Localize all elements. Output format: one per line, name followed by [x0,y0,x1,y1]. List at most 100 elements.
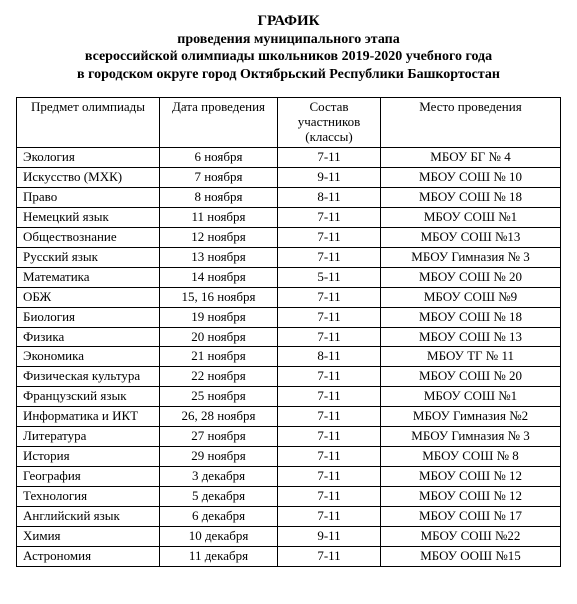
table-row: Физическая культура22 ноября7-11МБОУ СОШ… [17,367,561,387]
cell-grades: 9-11 [278,526,381,546]
cell-grades: 7-11 [278,506,381,526]
cell-date: 15, 16 ноября [160,287,278,307]
cell-date: 11 ноября [160,207,278,227]
title-line-4: в городском округе город Октябрьский Рес… [16,66,561,84]
cell-grades: 7-11 [278,307,381,327]
cell-date: 22 ноября [160,367,278,387]
cell-date: 29 ноября [160,447,278,467]
cell-venue: МБОУ СОШ №1 [381,207,561,227]
cell-grades: 7-11 [278,367,381,387]
cell-venue: МБОУ СОШ № 18 [381,307,561,327]
cell-date: 26, 28 ноября [160,407,278,427]
cell-venue: МБОУ СОШ №1 [381,387,561,407]
cell-venue: МБОУ Гимназия № 3 [381,247,561,267]
title-line-2: проведения муниципального этапа [16,31,561,49]
cell-subject: Литература [17,427,160,447]
cell-subject: Информатика и ИКТ [17,407,160,427]
col-date: Дата проведения [160,98,278,148]
cell-venue: МБОУ БГ № 4 [381,148,561,168]
cell-venue: МБОУ СОШ № 20 [381,367,561,387]
table-row: Обществознание12 ноября7-11МБОУ СОШ №13 [17,227,561,247]
cell-subject: Французский язык [17,387,160,407]
table-row: Право8 ноября8-11МБОУ СОШ № 18 [17,187,561,207]
cell-grades: 7-11 [278,387,381,407]
cell-subject: Химия [17,526,160,546]
cell-date: 6 ноября [160,148,278,168]
table-row: История29 ноября7-11МБОУ СОШ № 8 [17,447,561,467]
cell-venue: МБОУ Гимназия №2 [381,407,561,427]
cell-grades: 9-11 [278,168,381,188]
cell-subject: Английский язык [17,506,160,526]
cell-venue: МБОУ СОШ № 18 [381,187,561,207]
cell-grades: 7-11 [278,467,381,487]
cell-date: 5 декабря [160,487,278,507]
title-block: ГРАФИК проведения муниципального этапа в… [16,12,561,83]
table-row: Литература27 ноября7-11МБОУ Гимназия № 3 [17,427,561,447]
table-row: Астрономия11 декабря7-11МБОУ ООШ №15 [17,546,561,566]
table-row: ОБЖ15, 16 ноября7-11МБОУ СОШ №9 [17,287,561,307]
cell-date: 27 ноября [160,427,278,447]
cell-subject: Технология [17,487,160,507]
col-subject: Предмет олимпиады [17,98,160,148]
cell-subject: Право [17,187,160,207]
cell-grades: 7-11 [278,247,381,267]
cell-venue: МБОУ СОШ № 10 [381,168,561,188]
cell-subject: Экономика [17,347,160,367]
table-row: География3 декабря7-11МБОУ СОШ № 12 [17,467,561,487]
title-line-1: ГРАФИК [16,12,561,31]
cell-grades: 7-11 [278,407,381,427]
cell-grades: 7-11 [278,207,381,227]
cell-subject: Русский язык [17,247,160,267]
cell-date: 13 ноября [160,247,278,267]
cell-venue: МБОУ СОШ № 17 [381,506,561,526]
col-grades: Состав участников (классы) [278,98,381,148]
table-row: Французский язык25 ноября7-11МБОУ СОШ №1 [17,387,561,407]
cell-subject: Астрономия [17,546,160,566]
cell-venue: МБОУ СОШ №9 [381,287,561,307]
cell-grades: 7-11 [278,427,381,447]
cell-venue: МБОУ СОШ № 12 [381,487,561,507]
col-venue: Место проведения [381,98,561,148]
table-row: Искусство (МХК)7 ноября9-11МБОУ СОШ № 10 [17,168,561,188]
schedule-table: Предмет олимпиады Дата проведения Состав… [16,97,561,567]
cell-grades: 7-11 [278,487,381,507]
title-line-3: всероссийской олимпиады школьников 2019-… [16,48,561,66]
table-row: Немецкий язык11 ноября7-11МБОУ СОШ №1 [17,207,561,227]
cell-date: 10 декабря [160,526,278,546]
cell-subject: ОБЖ [17,287,160,307]
cell-venue: МБОУ ООШ №15 [381,546,561,566]
cell-venue: МБОУ ТГ № 11 [381,347,561,367]
cell-grades: 7-11 [278,227,381,247]
table-row: Экология6 ноября7-11МБОУ БГ № 4 [17,148,561,168]
table-row: Русский язык13 ноября7-11МБОУ Гимназия №… [17,247,561,267]
table-row: Химия10 декабря9-11МБОУ СОШ №22 [17,526,561,546]
cell-grades: 8-11 [278,187,381,207]
table-row: Английский язык6 декабря7-11МБОУ СОШ № 1… [17,506,561,526]
cell-grades: 7-11 [278,447,381,467]
cell-subject: Экология [17,148,160,168]
cell-venue: МБОУ СОШ № 12 [381,467,561,487]
cell-venue: МБОУ Гимназия № 3 [381,427,561,447]
cell-date: 14 ноября [160,267,278,287]
cell-grades: 5-11 [278,267,381,287]
cell-date: 21 ноября [160,347,278,367]
table-row: Технология5 декабря7-11МБОУ СОШ № 12 [17,487,561,507]
cell-grades: 7-11 [278,287,381,307]
cell-date: 20 ноября [160,327,278,347]
table-row: Физика20 ноября7-11МБОУ СОШ № 13 [17,327,561,347]
cell-subject: Искусство (МХК) [17,168,160,188]
cell-subject: География [17,467,160,487]
cell-subject: История [17,447,160,467]
cell-date: 11 декабря [160,546,278,566]
table-header-row: Предмет олимпиады Дата проведения Состав… [17,98,561,148]
cell-subject: Биология [17,307,160,327]
cell-venue: МБОУ СОШ № 8 [381,447,561,467]
cell-grades: 8-11 [278,347,381,367]
cell-date: 7 ноября [160,168,278,188]
cell-subject: Физика [17,327,160,347]
cell-date: 3 декабря [160,467,278,487]
table-row: Экономика21 ноября8-11МБОУ ТГ № 11 [17,347,561,367]
cell-date: 6 декабря [160,506,278,526]
cell-date: 25 ноября [160,387,278,407]
cell-date: 12 ноября [160,227,278,247]
